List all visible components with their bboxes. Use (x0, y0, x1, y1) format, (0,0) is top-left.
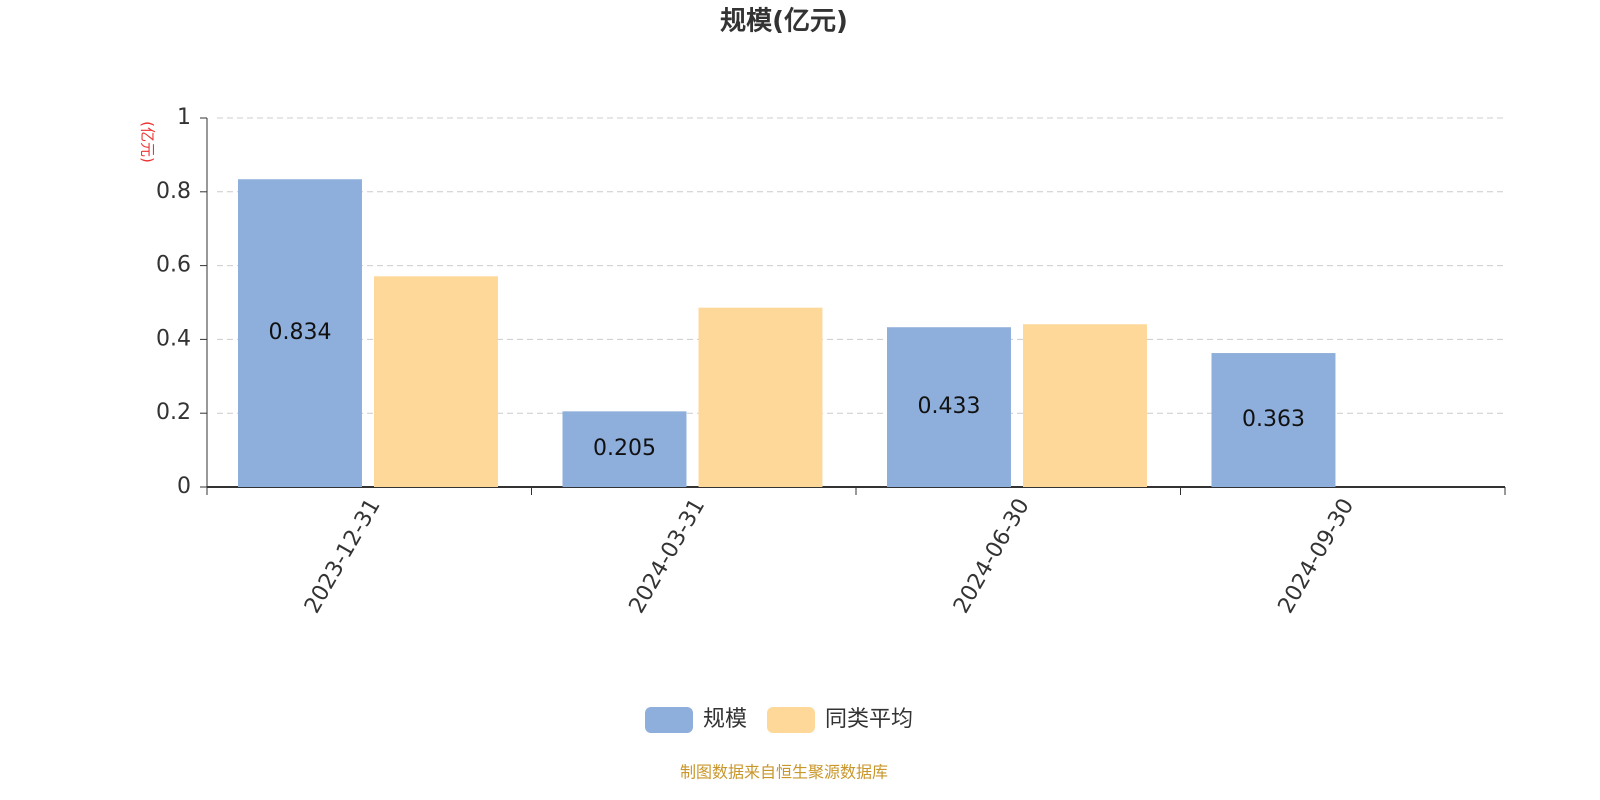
bar (887, 327, 1011, 487)
bar (1211, 353, 1336, 487)
legend-swatch (645, 707, 693, 733)
data-label: 0.834 (268, 320, 331, 345)
bar (238, 179, 362, 487)
source-note: 制图数据来自恒生聚源数据库 (680, 763, 888, 782)
legend-label: 规模 (703, 707, 747, 732)
legend-label: 同类平均 (825, 707, 913, 732)
y-tick-label: 0 (177, 474, 191, 499)
y-tick-label: 0.4 (156, 326, 191, 351)
y-tick-label: 0.8 (156, 179, 191, 204)
bar (698, 307, 823, 487)
bar (374, 276, 498, 487)
bar (562, 411, 687, 487)
x-tick-label: 2024-03-31 (625, 495, 711, 618)
y-tick-label: 1 (177, 105, 191, 130)
x-tick-label: 2024-06-30 (949, 495, 1035, 618)
y-tick-label: 0.2 (156, 400, 191, 425)
y-tick-label: 0.6 (156, 253, 191, 278)
legend-swatch (767, 707, 816, 733)
y-unit-label: (亿元) (139, 121, 157, 163)
x-tick-label: 2023-12-31 (300, 495, 386, 618)
bar (1023, 324, 1147, 487)
data-label: 0.205 (593, 436, 656, 461)
data-label: 0.433 (917, 394, 980, 419)
data-label: 0.363 (1242, 407, 1305, 432)
chart-title: 规模(亿元) (720, 7, 848, 37)
x-tick-label: 2024-09-30 (1274, 495, 1360, 618)
